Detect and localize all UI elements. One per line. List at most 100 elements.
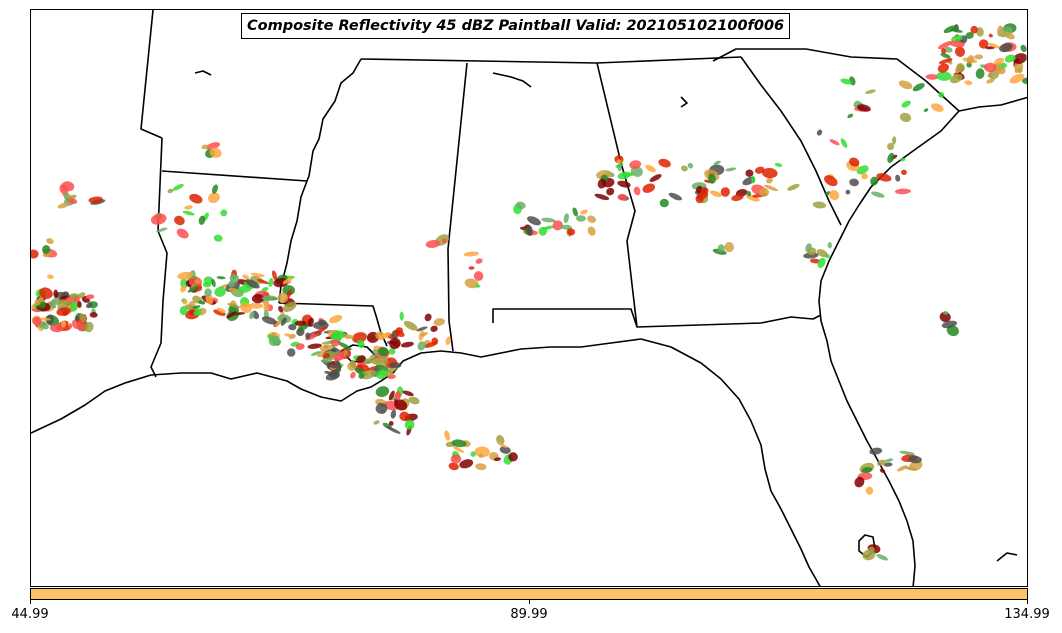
- reflectivity-blob: [389, 362, 402, 369]
- reflectivity-blob: [388, 390, 395, 401]
- reflectivity-blob: [824, 175, 838, 187]
- reflectivity-blob: [57, 299, 71, 305]
- reflectivity-blob: [560, 224, 573, 230]
- reflectivity-blob: [64, 192, 69, 200]
- reflectivity-blob: [587, 226, 596, 236]
- reflectivity-blob: [871, 191, 885, 198]
- reflectivity-blob: [320, 357, 333, 363]
- reflectivity-blob: [180, 285, 187, 293]
- reflectivity-blob: [239, 302, 252, 313]
- reflectivity-blob: [49, 324, 64, 333]
- reflectivity-blob: [205, 294, 214, 305]
- reflectivity-blob: [861, 173, 868, 180]
- reflectivity-blob: [155, 227, 168, 233]
- reflectivity-blob: [322, 353, 330, 360]
- keys-fragment: [996, 552, 1018, 562]
- reflectivity-blob: [282, 285, 295, 296]
- reflectivity-blob: [32, 316, 42, 326]
- reflectivity-blob: [899, 112, 912, 123]
- reflectivity-blob: [944, 46, 953, 53]
- reflectivity-blob: [899, 450, 915, 455]
- reflectivity-blob: [951, 34, 963, 43]
- al-fl-border: [492, 308, 822, 328]
- reflectivity-blob: [865, 89, 876, 94]
- reflectivity-blob: [358, 373, 365, 379]
- reflectivity-blob: [943, 25, 958, 34]
- reflectivity-blob: [89, 312, 98, 318]
- reflectivity-blob: [60, 320, 67, 328]
- reflectivity-blob: [710, 190, 722, 198]
- reflectivity-blob: [938, 92, 945, 98]
- reflectivity-blob: [955, 46, 965, 57]
- reflectivity-blob: [227, 303, 241, 309]
- reflectivity-blob: [999, 43, 1013, 53]
- reflectivity-blob: [445, 336, 451, 345]
- reflectivity-blob: [448, 462, 459, 471]
- river-fragment: [492, 72, 532, 88]
- reflectivity-blob: [261, 287, 269, 292]
- reflectivity-blob: [184, 205, 193, 210]
- reflectivity-blob: [79, 313, 87, 323]
- reflectivity-blob: [294, 320, 307, 326]
- reflectivity-blob: [47, 274, 54, 279]
- reflectivity-blob: [493, 457, 502, 462]
- reflectivity-blob: [211, 278, 216, 288]
- reflectivity-blob: [335, 360, 341, 371]
- reflectivity-blob: [993, 57, 1005, 65]
- reflectivity-blob: [869, 447, 883, 455]
- reflectivity-blob: [470, 451, 476, 457]
- reflectivity-blob: [394, 329, 405, 338]
- map-panel: [30, 9, 1028, 587]
- reflectivity-blob: [256, 279, 269, 285]
- reflectivity-blob: [515, 201, 526, 210]
- reflectivity-blob: [816, 249, 828, 258]
- reflectivity-blob: [975, 27, 984, 37]
- reflectivity-blob: [261, 316, 277, 325]
- reflectivity-blob: [77, 292, 86, 299]
- reflectivity-blob: [375, 364, 389, 372]
- reflectivity-blob: [442, 238, 447, 244]
- reflectivity-blob: [876, 554, 888, 561]
- reflectivity-blob: [552, 220, 563, 231]
- reflectivity-blob: [451, 439, 467, 448]
- reflectivity-blob: [975, 68, 985, 79]
- reflectivity-blob: [203, 276, 214, 285]
- reflectivity-blob: [468, 266, 475, 270]
- reflectivity-blob: [282, 277, 293, 285]
- reflectivity-blob: [172, 183, 184, 191]
- reflectivity-blob: [885, 458, 894, 463]
- reflectivity-blob: [357, 339, 365, 348]
- reflectivity-blob: [39, 287, 53, 299]
- mississippi-river: [278, 58, 362, 304]
- reflectivity-blob: [897, 465, 908, 472]
- reflectivity-blob: [988, 33, 993, 38]
- reflectivity-blob: [572, 207, 578, 217]
- reflectivity-blob: [970, 25, 978, 34]
- reflectivity-blob: [46, 238, 54, 245]
- reflectivity-blob: [538, 226, 548, 236]
- reflectivity-blob: [408, 396, 420, 405]
- reflectivity-blob: [179, 306, 188, 316]
- reflectivity-blob: [576, 215, 586, 222]
- reflectivity-blob: [424, 341, 438, 348]
- map-canvas: [31, 10, 1027, 586]
- lake-fragment-2: [680, 96, 688, 108]
- reflectivity-blob: [198, 300, 206, 305]
- reflectivity-blob: [84, 321, 94, 333]
- reflectivity-blob: [404, 419, 415, 430]
- reflectivity-blob: [416, 326, 428, 332]
- reflectivity-blob: [849, 157, 860, 167]
- reflectivity-blob: [713, 160, 721, 166]
- reflectivity-blob: [1009, 73, 1025, 84]
- reflectivity-blob: [527, 216, 541, 226]
- reflectivity-blob: [48, 303, 57, 309]
- reflectivity-blob: [182, 299, 188, 305]
- reflectivity-blob: [812, 201, 827, 209]
- reflectivity-blob: [948, 61, 953, 65]
- reflectivity-blob: [731, 194, 744, 202]
- lake-fragment: [194, 70, 212, 76]
- reflectivity-blob: [450, 454, 462, 464]
- reflectivity-blob: [717, 244, 725, 253]
- reflectivity-blob: [901, 100, 911, 108]
- reflectivity-blob: [508, 452, 518, 462]
